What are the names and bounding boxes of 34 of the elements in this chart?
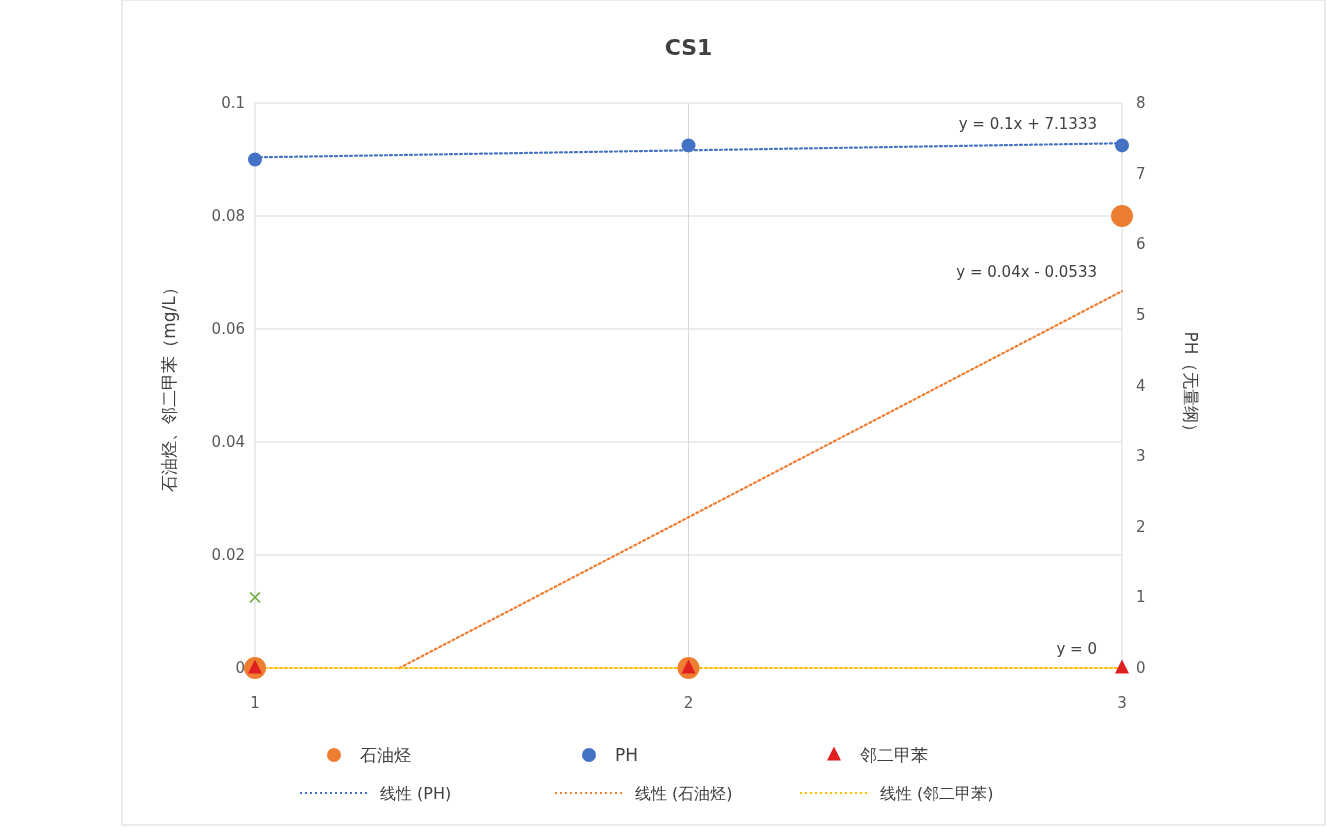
legend-label: 石油烃 [360,745,411,765]
y2-tick-label: 4 [1136,376,1146,395]
annotation: y = 0.04x - 0.0533 [956,263,1097,282]
y-axis-title: 石油烃、邻二甲苯（mg/L） [159,279,179,492]
y-tick-label: 0.06 [211,320,245,338]
legend-label: 线性 (邻二甲苯) [880,784,994,803]
chart-title: CS1 [664,35,713,60]
x-tick-label: 2 [683,694,694,712]
y2-axis-title: PH（无量纲） [1181,331,1201,440]
legend-label: 邻二甲苯 [860,745,928,765]
annotation: y = 0 [1056,640,1097,658]
y2-tick-label: 1 [1136,588,1146,607]
y2-tick-label: 2 [1136,517,1146,536]
legend-label: 线性 (PH) [380,784,452,803]
y2-tick-label: 8 [1136,94,1146,112]
x-tick-label: 3 [1117,694,1127,712]
point [248,152,262,167]
y-tick-label: 0.04 [211,433,245,451]
annotation: y = 0.1x + 7.1333 [958,115,1097,134]
point [1115,138,1129,153]
legend-label: 线性 (石油烃) [635,784,733,803]
legend-label: PH [615,745,639,765]
y2-tick-label: 3 [1136,447,1146,466]
y-tick-label: 0.08 [211,207,245,225]
y2-tick-label: 7 [1136,164,1146,183]
y2-tick-label: 6 [1136,235,1146,254]
y-tick-label: 0.02 [211,546,245,564]
y-tick-label: 0 [235,659,245,677]
y-tick-label: 0.1 [221,94,245,112]
y2-tick-label: 0 [1136,659,1146,677]
x-tick-label: 1 [250,694,260,712]
point [249,591,261,604]
y2-tick-label: 5 [1136,305,1146,324]
point [681,138,696,153]
